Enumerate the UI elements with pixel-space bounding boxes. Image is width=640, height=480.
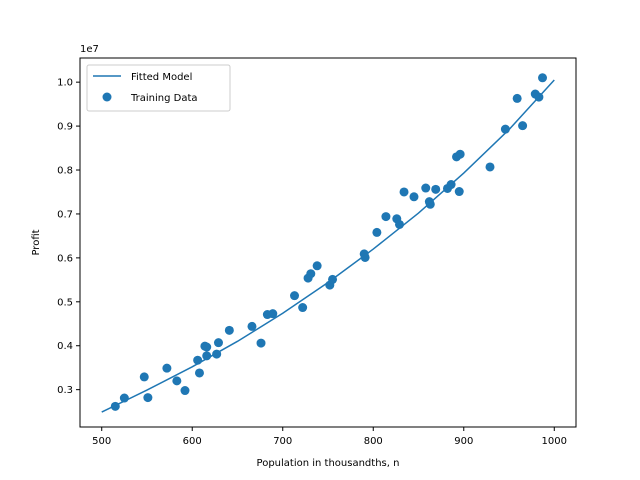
legend-marker-swatch (102, 92, 112, 102)
training-data-point (409, 192, 419, 202)
y-offset-label: 1e7 (80, 44, 99, 55)
legend-label-training-data: Training Data (130, 93, 198, 104)
training-data-point (372, 227, 382, 237)
training-data-point (180, 386, 190, 396)
legend-frame (86, 64, 231, 112)
y-tick-label: 0.6 (57, 253, 73, 264)
training-data-point (247, 321, 257, 331)
training-data-point (518, 121, 528, 131)
training-data-point (306, 269, 316, 279)
training-data-point (119, 393, 129, 403)
training-data-point (512, 93, 522, 103)
y-tick-label: 1.0 (57, 78, 73, 89)
x-tick-label: 1000 (542, 436, 567, 447)
y-axis-label: Profit (31, 229, 42, 255)
training-data-point (202, 342, 212, 352)
x-axis-ticks: 500 600 700 800 900 1000 (92, 427, 567, 447)
x-tick-label: 600 (183, 436, 202, 447)
y-tick-label: 0.7 (57, 209, 73, 220)
training-data-point (110, 401, 120, 411)
x-tick-label: 900 (454, 436, 473, 447)
y-tick-label: 0.3 (57, 385, 73, 396)
training-data-point (538, 73, 548, 83)
training-data-point (194, 368, 204, 378)
training-data-point (172, 376, 182, 386)
x-tick-label: 500 (92, 436, 111, 447)
training-data-point (202, 351, 212, 361)
training-data-point (500, 124, 510, 134)
training-data-point (212, 349, 222, 359)
training-data-point (399, 187, 409, 197)
training-data-point (485, 162, 495, 172)
training-data-point (290, 291, 300, 301)
training-data-point (421, 183, 431, 193)
training-data-point (395, 219, 404, 229)
y-tick-label: 0.9 (57, 122, 73, 133)
training-data-point (268, 309, 278, 319)
training-data-point (360, 252, 370, 262)
legend: Fitted Model Training Data (86, 64, 231, 112)
training-data-point (534, 92, 544, 102)
training-data-point (298, 303, 308, 313)
training-data-point (193, 355, 203, 365)
training-data-point (425, 199, 435, 209)
training-data-point (381, 212, 391, 222)
training-data-point (455, 149, 465, 159)
y-axis-ticks: 0.3 0.4 0.5 0.6 0.7 0.8 0.9 1.0 (57, 78, 80, 396)
training-data-point (328, 274, 338, 284)
axes-frame (79, 57, 577, 428)
legend-label-fitted-model: Fitted Model (131, 72, 192, 83)
x-axis-label: Population in thousandths, n (257, 458, 400, 469)
plot-area (101, 73, 555, 413)
training-data-point (162, 363, 172, 373)
training-data-point (143, 393, 153, 403)
training-data-point (213, 338, 223, 348)
y-tick-label: 0.5 (57, 297, 73, 308)
training-data-point (256, 338, 266, 348)
y-tick-label: 0.4 (57, 341, 73, 352)
training-data-point (224, 325, 234, 335)
x-tick-label: 700 (273, 436, 292, 447)
training-data-point (446, 180, 456, 190)
y-tick-label: 0.8 (57, 166, 73, 177)
training-data-point (431, 184, 441, 194)
x-tick-label: 800 (364, 436, 383, 447)
training-data-point (139, 372, 149, 382)
training-data-point (454, 187, 464, 197)
training-data-point (312, 261, 322, 271)
